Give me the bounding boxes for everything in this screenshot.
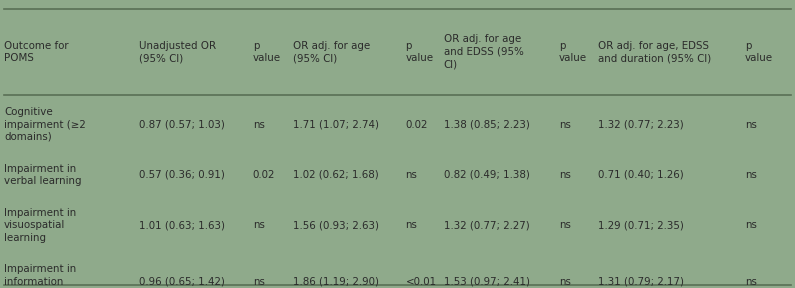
Text: 1.32 (0.77; 2.27): 1.32 (0.77; 2.27) [444,220,529,230]
Text: 1.31 (0.79; 2.17): 1.31 (0.79; 2.17) [598,276,684,287]
Text: p
value: p value [745,41,773,63]
Text: ns: ns [745,120,757,130]
Text: 1.32 (0.77; 2.23): 1.32 (0.77; 2.23) [598,120,684,130]
Text: 1.38 (0.85; 2.23): 1.38 (0.85; 2.23) [444,120,529,130]
Text: 1.02 (0.62; 1.68): 1.02 (0.62; 1.68) [293,170,378,180]
Text: Outcome for
POMS: Outcome for POMS [4,41,68,63]
Text: p
value: p value [405,41,433,63]
Text: ns: ns [405,170,417,180]
Text: 0.87 (0.57; 1.03): 0.87 (0.57; 1.03) [139,120,225,130]
Text: ns: ns [745,220,757,230]
Text: ns: ns [253,220,265,230]
Text: 0.02: 0.02 [253,170,275,180]
Text: Impairment in
verbal learning: Impairment in verbal learning [4,164,81,186]
Text: 1.53 (0.97; 2.41): 1.53 (0.97; 2.41) [444,276,529,287]
Text: OR adj. for age
(95% CI): OR adj. for age (95% CI) [293,41,370,63]
Text: ns: ns [253,276,265,287]
Text: ns: ns [559,220,571,230]
Text: 0.96 (0.65; 1.42): 0.96 (0.65; 1.42) [139,276,225,287]
Text: ns: ns [559,276,571,287]
Text: 1.29 (0.71; 2.35): 1.29 (0.71; 2.35) [598,220,684,230]
Text: 1.86 (1.19; 2.90): 1.86 (1.19; 2.90) [293,276,378,287]
Text: p
value: p value [559,41,587,63]
Text: 0.71 (0.40; 1.26): 0.71 (0.40; 1.26) [598,170,684,180]
Text: 1.56 (0.93; 2.63): 1.56 (0.93; 2.63) [293,220,378,230]
Text: Cognitive
impairment (≥2
domains): Cognitive impairment (≥2 domains) [4,107,86,142]
Text: Unadjusted OR
(95% CI): Unadjusted OR (95% CI) [139,41,216,63]
Text: p
value: p value [253,41,281,63]
Text: OR adj. for age
and EDSS (95%
CI): OR adj. for age and EDSS (95% CI) [444,35,523,69]
Text: Impairment in
information
processing speed: Impairment in information processing spe… [4,264,94,288]
Text: OR adj. for age, EDSS
and duration (95% CI): OR adj. for age, EDSS and duration (95% … [598,41,711,63]
Text: ns: ns [559,170,571,180]
Text: 0.57 (0.36; 0.91): 0.57 (0.36; 0.91) [139,170,225,180]
Text: ns: ns [405,220,417,230]
Text: 1.01 (0.63; 1.63): 1.01 (0.63; 1.63) [139,220,225,230]
Text: 0.02: 0.02 [405,120,428,130]
Text: 1.71 (1.07; 2.74): 1.71 (1.07; 2.74) [293,120,378,130]
Text: 0.82 (0.49; 1.38): 0.82 (0.49; 1.38) [444,170,529,180]
Text: <0.01: <0.01 [405,276,436,287]
Text: Impairment in
visuospatial
learning: Impairment in visuospatial learning [4,208,76,243]
Text: ns: ns [745,170,757,180]
Text: ns: ns [559,120,571,130]
Text: ns: ns [745,276,757,287]
Text: ns: ns [253,120,265,130]
